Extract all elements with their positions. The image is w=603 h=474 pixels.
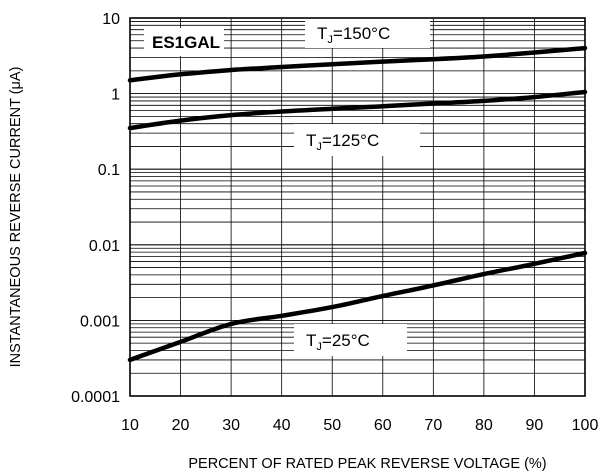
x-tick-label: 60: [374, 417, 392, 434]
series-label-box: TJ=150°C: [305, 18, 430, 48]
tick-labels: 10 20 30 40 50 60 70 80 90 100 0.0001 0.001 0.01 0.1 1…: [71, 11, 598, 434]
series-labels: TJ=150°C TJ=125°C TJ=25°C: [294, 18, 430, 356]
x-axis-title: PERCENT OF RATED PEAK REVERSE VOLTAGE (%…: [188, 456, 546, 472]
x-tick-label: 50: [323, 417, 341, 434]
y-tick-label: 1: [111, 87, 120, 104]
y-axis-title: INSTANTANEOUS REVERSE CURRENT (μA): [8, 67, 24, 368]
y-tick-label: 0.1: [98, 162, 120, 179]
y-tick-label: 0.01: [89, 238, 120, 255]
series-line: [127, 250, 588, 363]
x-tick-label: 10: [121, 417, 139, 434]
series-line: [127, 89, 588, 131]
part-number-box: ES1GAL: [144, 28, 224, 56]
series-label: TJ=150°C: [317, 24, 390, 46]
grid-lines: [129, 17, 586, 397]
series-label-box: TJ=25°C: [294, 324, 407, 356]
x-tick-label: 100: [572, 417, 599, 434]
series-label: TJ=25°C: [306, 331, 370, 353]
series-label-background: [294, 324, 407, 356]
series-line: [127, 45, 588, 83]
y-tick-label: 0.0001: [71, 389, 120, 406]
series-label-background: [305, 18, 430, 48]
part-number-label: ES1GAL: [152, 33, 220, 52]
x-tick-label: 70: [424, 417, 442, 434]
series-label-background: [294, 124, 420, 156]
x-tick-label: 80: [475, 417, 493, 434]
x-tick-label: 40: [273, 417, 291, 434]
series-curves: [127, 45, 588, 363]
x-tick-label: 30: [222, 417, 240, 434]
y-tick-label: 10: [102, 11, 120, 28]
x-tick-label: 20: [172, 417, 190, 434]
x-tick-label: 90: [526, 417, 544, 434]
series-label: TJ=125°C: [306, 131, 379, 153]
y-tick-label: 0.001: [80, 313, 120, 330]
plot-frame: [129, 17, 586, 397]
series-label-box: TJ=125°C: [294, 124, 420, 156]
